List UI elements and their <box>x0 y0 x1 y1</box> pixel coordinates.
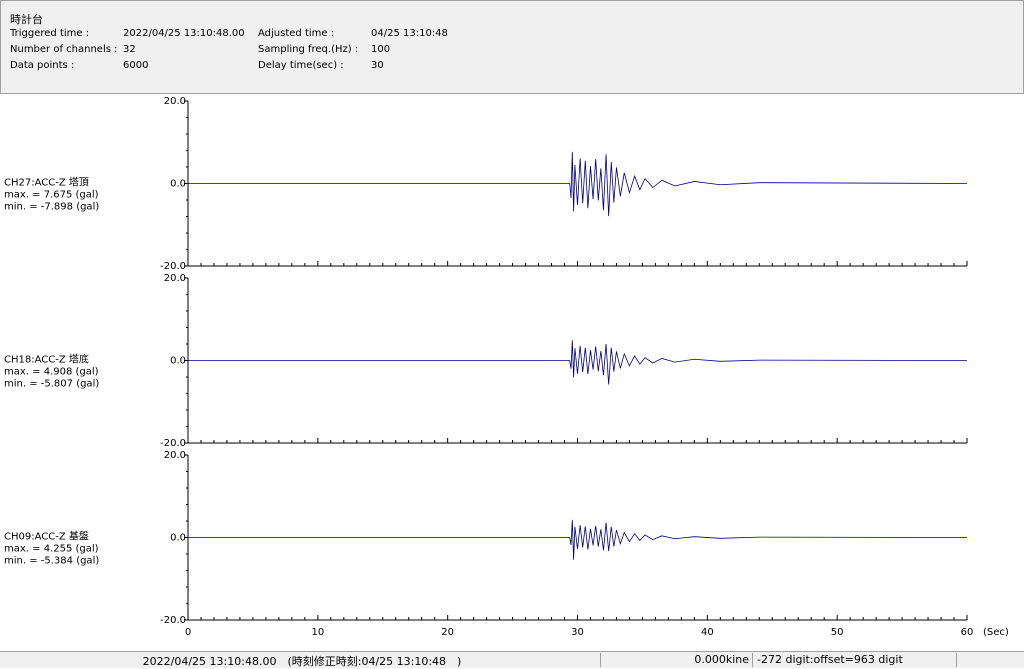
status-empty <box>956 653 1021 667</box>
header-label: Triggered time : <box>10 28 90 39</box>
x-tick-label: 10 <box>311 627 324 638</box>
y-tick-label: -20.0 <box>160 438 186 449</box>
waveform <box>188 151 968 217</box>
waveform <box>188 340 968 385</box>
x-tick-label: 30 <box>571 627 584 638</box>
x-tick-label: 20 <box>441 627 454 638</box>
x-tick-label: 60 <box>961 627 974 638</box>
status-velocity: 0.000kine <box>600 653 749 667</box>
station-title: 時計台 <box>10 13 43 26</box>
min-label: min. = -5.384 (gal) <box>4 556 99 567</box>
header-label: Data points : <box>10 60 75 71</box>
header-value: 6000 <box>123 60 149 71</box>
channel-name: CH18:ACC-Z 塔底 <box>4 353 89 366</box>
max-label: max. = 4.908 (gal) <box>4 367 99 378</box>
header-value: 04/25 13:10:48 <box>371 28 448 39</box>
header-label: Number of channels : <box>10 44 118 55</box>
header-value: 32 <box>123 44 136 55</box>
channel-name: CH09:ACC-Z 基盤 <box>4 530 89 543</box>
y-tick-label: 0.0 <box>170 356 186 367</box>
x-tick-label: 50 <box>831 627 844 638</box>
y-tick-label: 20.0 <box>164 96 186 107</box>
x-axis-label: (Sec) <box>983 627 1009 638</box>
x-tick-label: 0 <box>185 627 191 638</box>
max-label: max. = 7.675 (gal) <box>4 190 99 201</box>
y-tick-label: -20.0 <box>160 615 186 626</box>
max-label: max. = 4.255 (gal) <box>4 544 99 555</box>
y-tick-label: 0.0 <box>170 533 186 544</box>
status-bar: 2022/04/25 13:10:48.00 (時刻修正時刻:04/25 13:… <box>0 651 1024 668</box>
status-digit: -272 digit:offset=963 digit <box>752 653 953 667</box>
y-tick-label: -20.0 <box>160 261 186 272</box>
y-tick-label: 20.0 <box>164 450 186 461</box>
y-tick-label: 0.0 <box>170 179 186 190</box>
header-value: 30 <box>371 60 384 71</box>
header-label: Sampling freq.(Hz) : <box>258 44 359 55</box>
min-label: min. = -5.807 (gal) <box>4 379 99 390</box>
header-label: Adjusted time : <box>258 28 335 39</box>
min-label: min. = -7.898 (gal) <box>4 202 99 213</box>
channel-name: CH27:ACC-Z 塔頂 <box>4 176 89 189</box>
header-panel: 時計台 Triggered time : 2022/04/25 13:10:48.… <box>0 0 1024 94</box>
status-time: 2022/04/25 13:10:48.00 (時刻修正時刻:04/25 13:… <box>142 655 462 668</box>
y-tick-label: 20.0 <box>164 273 186 284</box>
waveform <box>188 519 968 560</box>
header-value: 100 <box>371 44 391 55</box>
header-value: 2022/04/25 13:10:48.00 <box>123 28 245 39</box>
header-label: Delay time(sec) : <box>258 60 344 71</box>
x-tick-label: 40 <box>701 627 714 638</box>
